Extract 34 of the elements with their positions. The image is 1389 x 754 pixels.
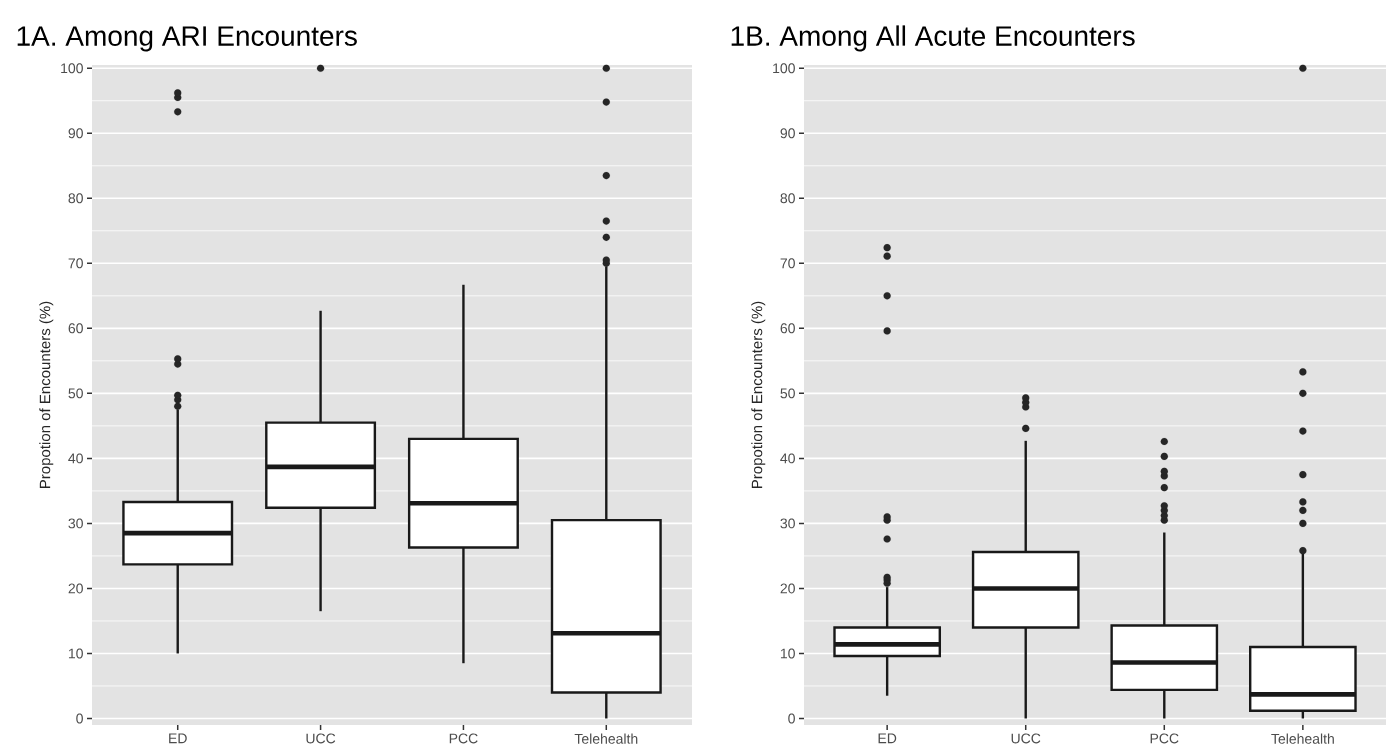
x-tick-label: UCC — [1011, 733, 1041, 744]
y-tick-label: 90 — [780, 128, 795, 139]
y-tick-label: 100 — [61, 63, 83, 74]
y-tick-label: 100 — [773, 63, 795, 74]
x-tick-label: UCC — [306, 733, 336, 744]
y-axis-title: Propotion of Encounters (%) — [751, 301, 766, 488]
x-tick-label: ED — [169, 733, 187, 744]
y-tick-label: 80 — [780, 193, 795, 204]
y-tick-label: 0 — [76, 713, 83, 724]
y-tick-label: 50 — [780, 388, 795, 399]
y-tick-label: 70 — [780, 258, 795, 269]
y-tick-label: 80 — [68, 193, 83, 204]
y-tick-label: 70 — [68, 258, 83, 269]
y-tick-label: 60 — [780, 323, 795, 334]
y-tick-label: 60 — [68, 323, 83, 334]
y-tick-label: 20 — [780, 583, 795, 594]
x-tick-label: Telehealth — [1271, 733, 1334, 744]
y-tick-label: 10 — [780, 648, 795, 659]
x-tick-label: ED — [878, 733, 897, 744]
chart-title: 1A. Among ARI Encounters — [17, 26, 357, 52]
x-tick-label: PCC — [1150, 733, 1179, 744]
y-tick-label: 30 — [780, 518, 795, 529]
y-tick-label: 20 — [68, 583, 83, 594]
chart-title: 1B. Among All Acute Encounters — [731, 25, 1135, 52]
y-tick-label: 90 — [68, 128, 83, 139]
y-tick-label: 40 — [68, 453, 83, 464]
x-tick-label: Telehealth — [574, 733, 638, 744]
y-axis-title: Propotion of Encounters (%) — [39, 301, 54, 488]
y-tick-label: 10 — [68, 648, 83, 659]
x-tick-label: PCC — [449, 733, 478, 744]
y-tick-label: 30 — [68, 518, 83, 529]
y-tick-label: 40 — [780, 453, 795, 464]
y-tick-label: 50 — [68, 388, 83, 399]
y-tick-label: 0 — [788, 713, 795, 724]
